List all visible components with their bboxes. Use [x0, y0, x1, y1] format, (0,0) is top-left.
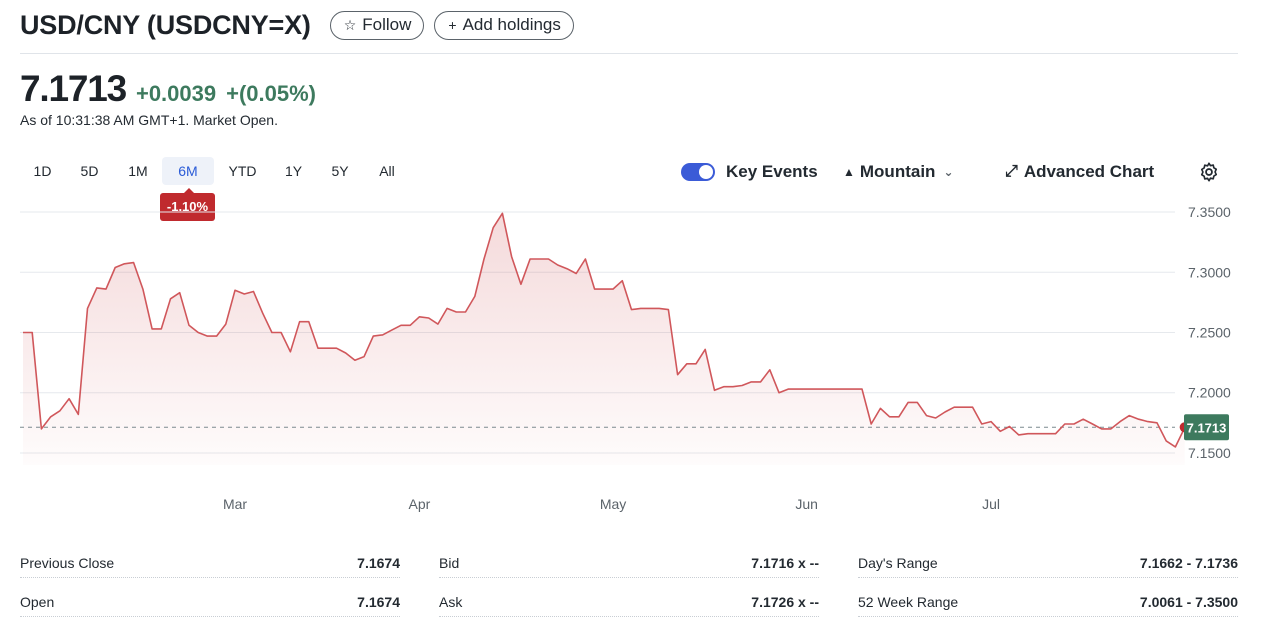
advanced-chart-button[interactable]: ⤢ Advanced Chart [1005, 158, 1154, 186]
follow-button[interactable]: ☆ Follow [329, 10, 425, 40]
add-holdings-button[interactable]: + Add holdings [434, 10, 574, 40]
stat-value: 7.1662 - 7.1736 [1139, 554, 1238, 571]
price-change: +0.0039 [135, 81, 217, 106]
key-events-toggle[interactable] [681, 163, 715, 181]
stat-bid: Bid 7.1716 x -- [439, 548, 819, 578]
as-of-timestamp: As of 10:31:38 AM GMT+1. Market Open. [20, 112, 278, 128]
last-price-tag: 7.1713 [1184, 414, 1229, 441]
plus-icon: + [448, 17, 457, 33]
period-change-badge: -1.10% [160, 188, 215, 221]
header-divider [20, 53, 1238, 54]
stat-label: 52 Week Range [858, 593, 959, 610]
expand-arrow-icon: ⤢ [1005, 163, 1018, 180]
stat-label: Day's Range [858, 554, 938, 571]
range-tab-all[interactable]: All [379, 163, 395, 179]
stat-value: 7.1674 [357, 554, 400, 571]
x-axis-labels: Mar Apr May Jun Jul [223, 496, 1000, 512]
range-tabs: 1D 5D 1M 6M YTD 1Y 5Y All [20, 157, 410, 185]
price-area [23, 213, 1185, 465]
gear-icon[interactable] [1198, 161, 1220, 183]
y-tick-label: 7.3500 [1188, 204, 1231, 220]
y-tick-label: 7.2000 [1188, 385, 1231, 401]
stat-label: Open [20, 593, 55, 610]
chart-type-dropdown[interactable]: ▲ Mountain ⌄ [843, 158, 954, 186]
x-tick-label: Apr [409, 496, 431, 512]
y-tick-label: 7.3000 [1188, 264, 1231, 280]
stat-ask: Ask 7.1726 x -- [439, 587, 819, 617]
stat-value: 7.1674 [357, 593, 400, 610]
key-events-control[interactable]: Key Events [681, 158, 818, 186]
advanced-chart-label: Advanced Chart [1023, 162, 1155, 181]
x-tick-label: Jul [982, 496, 1000, 512]
star-icon: ☆ [343, 17, 357, 33]
toggle-knob [699, 165, 713, 179]
title-row: USD/CNY (USDCNY=X) ☆ Follow + Add holdin… [20, 9, 574, 41]
last-price-tag-bg [1184, 414, 1229, 441]
key-events-label: Key Events [726, 162, 818, 181]
stat-open: Open 7.1674 [20, 587, 400, 617]
stat-days-range: Day's Range 7.1662 - 7.1736 [858, 548, 1238, 578]
chevron-down-icon: ⌄ [943, 165, 954, 179]
current-price: 7.1713 [20, 68, 127, 109]
stat-label: Previous Close [20, 554, 115, 571]
range-tab-5d[interactable]: 5D [80, 163, 99, 179]
x-tick-label: May [600, 496, 626, 512]
x-tick-label: Jun [795, 496, 818, 512]
stat-52-week-range: 52 Week Range 7.0061 - 7.3500 [858, 587, 1238, 617]
follow-label: Follow [362, 15, 412, 34]
stat-value: 7.1726 x -- [751, 593, 819, 610]
quote-price-row: 7.1713 +0.0039 +(0.05%) [20, 68, 316, 110]
price-line [23, 212, 1186, 448]
range-tab-1d[interactable]: 1D [33, 163, 52, 179]
y-tick-label: 7.2500 [1188, 325, 1231, 341]
range-tab-ytd[interactable]: YTD [228, 163, 257, 179]
range-tab-5y[interactable]: 5Y [331, 163, 349, 179]
price-chart[interactable]: 7.3500 7.3000 7.2500 7.2000 7.1500 Mar Apr May… [0, 200, 1261, 530]
page-title: USD/CNY (USDCNY=X) [20, 9, 311, 40]
stat-label: Ask [439, 593, 463, 610]
price-change-percent: +(0.05%) [226, 81, 316, 106]
stat-label: Bid [439, 554, 460, 571]
mountain-icon: ▲ [843, 165, 855, 179]
range-tab-1y[interactable]: 1Y [284, 163, 303, 179]
x-tick-label: Mar [223, 496, 247, 512]
chart-type-label: Mountain [859, 162, 936, 181]
add-holdings-label: Add holdings [462, 15, 561, 34]
stat-value: 7.1716 x -- [751, 554, 819, 571]
y-axis-labels: 7.3500 7.3000 7.2500 7.2000 7.1500 [1188, 204, 1231, 461]
range-tab-1m[interactable]: 1M [128, 163, 148, 179]
stat-value: 7.0061 - 7.3500 [1139, 593, 1238, 610]
last-price-tag-text: 7.1713 [1187, 420, 1227, 435]
stat-previous-close: Previous Close 7.1674 [20, 548, 400, 578]
range-tab-6m[interactable]: 6M [162, 157, 214, 185]
y-tick-label: 7.1500 [1188, 445, 1231, 461]
